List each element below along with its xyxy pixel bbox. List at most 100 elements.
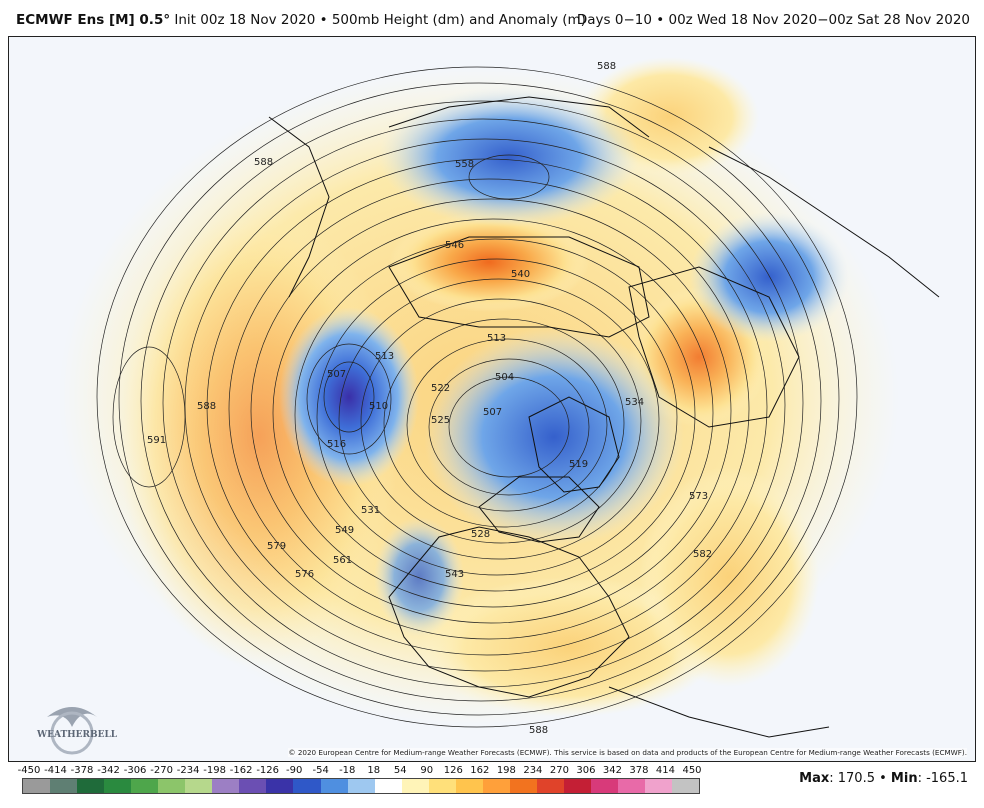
contour-label: 528 — [471, 529, 490, 540]
legend-tick-label: -54 — [312, 765, 329, 776]
legend-tick-label: -378 — [70, 765, 94, 776]
separator: • — [874, 771, 891, 786]
legend-ticks: -450 -414 -378 -342 -306 -270 -234 -198 -162 -126… — [0, 765, 720, 779]
color-swatch — [266, 779, 294, 793]
contour-label: 507 — [483, 407, 502, 418]
min-label: Min — [890, 771, 918, 786]
legend-tick-label: 90 — [420, 765, 434, 776]
west-coast-trough — [374, 517, 464, 637]
contour-label: 525 — [431, 415, 450, 426]
contour-label: 579 — [267, 541, 286, 552]
color-swatch — [536, 779, 564, 793]
color-swatch — [590, 779, 619, 793]
map-title: ECMWF Ens [M] 0.5° Init 00z 18 Nov 2020 … — [16, 12, 586, 28]
contour-label: 546 — [445, 240, 464, 251]
map-canvas: 588 588 588 591 558 546 540 513 513 504 … — [59, 57, 940, 738]
contour-label: 513 — [375, 351, 394, 362]
color-swatch — [347, 779, 375, 793]
color-swatch — [320, 779, 348, 793]
legend-tick-label: -306 — [123, 765, 147, 776]
color-legend: -450 -414 -378 -342 -306 -270 -234 -198 -162 -126… — [0, 762, 984, 808]
contour-label: 507 — [327, 369, 346, 380]
contour-label: 588 — [529, 725, 548, 736]
color-swatch — [455, 779, 483, 793]
contour-label: 573 — [689, 491, 708, 502]
contour-label: 582 — [693, 549, 712, 560]
contour-label: 519 — [569, 459, 588, 470]
header: ECMWF Ens [M] 0.5° Init 00z 18 Nov 2020 … — [0, 0, 984, 36]
color-swatch — [239, 779, 267, 793]
gulf-of-alaska-trough — [279, 307, 419, 487]
legend-tick-label: -198 — [203, 765, 226, 776]
height-contours — [96, 66, 858, 728]
color-swatch — [185, 779, 213, 793]
title-rest: Init 00z 18 Nov 2020 • 500mb Height (dm)… — [174, 12, 586, 28]
color-swatch — [645, 779, 673, 793]
color-swatch — [158, 779, 186, 793]
color-swatch — [50, 779, 78, 793]
color-swatch — [401, 779, 429, 793]
legend-tick-label: -90 — [286, 765, 303, 776]
contour-label: 561 — [333, 555, 352, 566]
max-label: Max — [799, 771, 830, 786]
contour-label: 540 — [511, 269, 530, 280]
canadian-arctic-trough — [424, 327, 684, 547]
max-value: : 170.5 — [829, 771, 875, 786]
central-asia-trough — [379, 87, 639, 227]
legend-tick-label: 378 — [629, 765, 649, 776]
legend-tick-label: 162 — [470, 765, 490, 776]
color-swatch — [428, 779, 456, 793]
degree-symbol: ° — [163, 12, 171, 28]
color-swatch — [563, 779, 591, 793]
color-swatch — [618, 779, 646, 793]
legend-tick-label: 342 — [602, 765, 622, 776]
contour-label: 522 — [431, 383, 450, 394]
legend-tick-label: 54 — [393, 765, 407, 776]
color-swatch — [23, 779, 51, 793]
model-name: ECMWF Ens [M] 0.5 — [16, 12, 164, 28]
contour-label: 510 — [369, 401, 388, 412]
contour-label: 591 — [147, 435, 166, 446]
contour-label: 588 — [254, 157, 273, 168]
contour-label: 534 — [625, 397, 644, 408]
logo-text: WEATHERBELL — [36, 730, 117, 740]
legend-tick-label: 450 — [682, 765, 702, 776]
legend-tick-label: -414 — [44, 765, 67, 776]
legend-tick-label: 126 — [443, 765, 463, 776]
legend-tick-label: 414 — [655, 765, 676, 776]
contour-label: 588 — [597, 61, 616, 72]
map-panel: 588 588 588 591 558 546 540 513 513 504 … — [8, 36, 976, 762]
legend-tick-label: -450 — [17, 765, 41, 776]
contour-label: 516 — [327, 439, 346, 450]
legend-tick-label: -126 — [256, 765, 280, 776]
contour-label: 576 — [295, 569, 314, 580]
contour-label: 543 — [445, 569, 464, 580]
color-swatch — [509, 779, 537, 793]
legend-tick-label: 18 — [367, 765, 381, 776]
east-siberian-ridge — [389, 212, 589, 312]
copyright-text: © 2020 European Centre for Medium-range … — [288, 748, 967, 757]
color-swatch — [77, 779, 105, 793]
coastlines — [268, 96, 940, 738]
color-bar — [22, 778, 700, 794]
valid-range: Days 0−10 • 00z Wed 18 Nov 2020−00z Sat … — [576, 12, 970, 28]
legend-tick-label: -18 — [339, 765, 356, 776]
legend-tick-label: 270 — [549, 765, 569, 776]
contour-label: 558 — [455, 159, 474, 170]
max-min-readout: Max: 170.5 • Min: -165.1 — [799, 771, 968, 786]
color-swatch — [374, 779, 402, 793]
legend-tick-label: -234 — [176, 765, 200, 776]
legend-tick-label: 198 — [496, 765, 516, 776]
color-swatch — [212, 779, 240, 793]
contour-label: 531 — [361, 505, 380, 516]
western-europe-trough — [689, 212, 849, 342]
color-swatch — [104, 779, 132, 793]
contour-label: 513 — [487, 333, 506, 344]
weatherbell-logo: WEATHERBELL — [27, 697, 117, 761]
legend-tick-label: -342 — [97, 765, 120, 776]
north-atlantic-ridge — [639, 467, 819, 687]
min-value: : -165.1 — [917, 771, 968, 786]
color-swatch — [482, 779, 510, 793]
legend-tick-label: 306 — [576, 765, 596, 776]
contour-label: 588 — [197, 401, 216, 412]
